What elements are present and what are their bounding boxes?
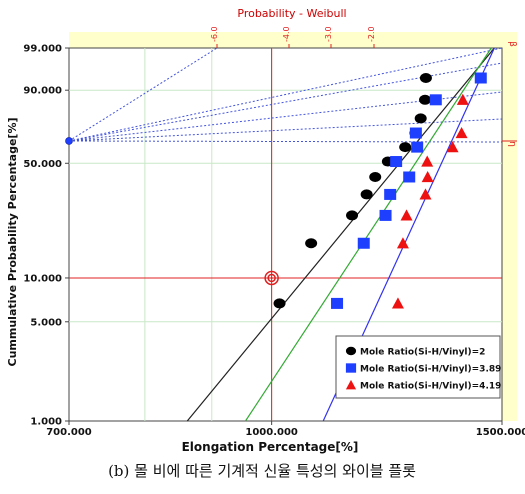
y-axis-label: Cummulative Probability Percentage[%] <box>6 118 19 367</box>
data-point-series-1 <box>419 72 432 83</box>
reference-lines <box>69 48 517 421</box>
beta-label: β <box>507 41 517 47</box>
data-point-series-1 <box>419 94 432 105</box>
beta-estimation-line <box>68 91 503 142</box>
data-point-series-2 <box>379 209 392 221</box>
legend-label-2: Mole Ratio(Si-H/Vinyl)=3.89 <box>360 365 501 375</box>
data-point-series-3 <box>391 297 404 309</box>
y-tick-label: 90.000 <box>23 86 62 97</box>
top-parameter-band <box>69 32 517 48</box>
reference-target-dot <box>270 276 273 279</box>
right-axis-labels: βη <box>507 41 517 147</box>
data-point-series-2 <box>331 297 344 309</box>
y-tick-label: 5.000 <box>30 317 62 328</box>
x-tick-label: 700.000 <box>46 427 92 438</box>
reference-target-outer <box>264 270 279 286</box>
x-tick-label: 1500.000 <box>476 427 525 438</box>
x-axis-label: Elongation Percentage[%] <box>182 440 359 454</box>
legend-label-1: Mole Ratio(Si-H/Vinyl)=2 <box>360 348 485 358</box>
top-tick-label: -2.0 <box>367 26 376 42</box>
top-axis-ticks: -6.0 -4.0 -3.0 -2.0 <box>210 26 376 48</box>
right-parameter-band <box>502 32 517 421</box>
data-point-series-3 <box>400 209 413 221</box>
legend-marker-1 <box>345 346 357 356</box>
data-point-series-3 <box>421 155 434 167</box>
data-point-series-1 <box>369 171 382 182</box>
data-point-series-3 <box>421 170 434 183</box>
fit-line-2 <box>244 47 492 422</box>
y-axis-ticks: 1.000 5.000 10.000 50.000 90.000 99.000 <box>23 44 69 428</box>
x-axis-ticks: 700.000 1000.000 1500.000 <box>46 421 525 438</box>
beta-estimation-line <box>68 118 503 142</box>
data-point-series-3 <box>419 188 432 200</box>
y-tick-label: 1.000 <box>30 417 62 428</box>
data-point-series-3 <box>446 141 459 153</box>
legend: Mole Ratio(Si-H/Vinyl)=2 Mole Ratio(Si-H/… <box>335 335 501 399</box>
legend-label-3: Mole Ratio(Si-H/Vinyl)=4.19 <box>360 382 501 392</box>
legend-box <box>335 335 501 399</box>
beta-estimation-line <box>68 47 218 142</box>
data-point-series-2 <box>357 237 370 249</box>
legend-marker-3 <box>345 379 357 390</box>
data-point-series-3 <box>456 93 469 105</box>
y-tick-label: 10.000 <box>23 273 62 284</box>
eta-label: η <box>507 141 517 147</box>
chart-title: Probability - Weibull <box>237 7 346 20</box>
pivot-point <box>65 137 73 145</box>
data-point-series-1 <box>346 210 359 221</box>
data-point-series-2 <box>429 94 442 106</box>
data-point-series-1 <box>273 298 286 309</box>
legend-marker-2 <box>345 363 357 373</box>
beta-estimation-line <box>68 47 503 142</box>
top-tick-label: -6.0 <box>210 26 219 42</box>
data-point-series-1 <box>305 238 318 249</box>
data-point-series-2 <box>384 188 397 200</box>
reference-target-inner <box>267 273 276 283</box>
top-tick-label: -3.0 <box>324 26 333 42</box>
data-point-series-2 <box>403 171 416 183</box>
data-point-series-2 <box>409 127 422 139</box>
figure-caption: (b) 몰 비에 따른 기계적 신율 특성의 와이블 플롯 <box>108 462 416 480</box>
data-point-series-2 <box>474 72 487 84</box>
data-point-series-2 <box>411 141 424 153</box>
data-point-series-1 <box>360 189 373 200</box>
data-markers <box>273 72 487 309</box>
y-tick-label: 99.000 <box>23 44 62 55</box>
data-point-series-1 <box>414 113 427 124</box>
data-point-series-3 <box>396 237 409 249</box>
data-point-series-1 <box>399 142 412 153</box>
data-point-series-3 <box>455 127 468 139</box>
x-tick-label: 1000.000 <box>245 427 298 438</box>
y-tick-label: 50.000 <box>23 159 62 170</box>
beta-estimation-line <box>68 62 503 142</box>
data-point-series-2 <box>390 156 403 168</box>
fit-line-1 <box>186 47 495 422</box>
top-tick-label: -4.0 <box>282 26 291 42</box>
